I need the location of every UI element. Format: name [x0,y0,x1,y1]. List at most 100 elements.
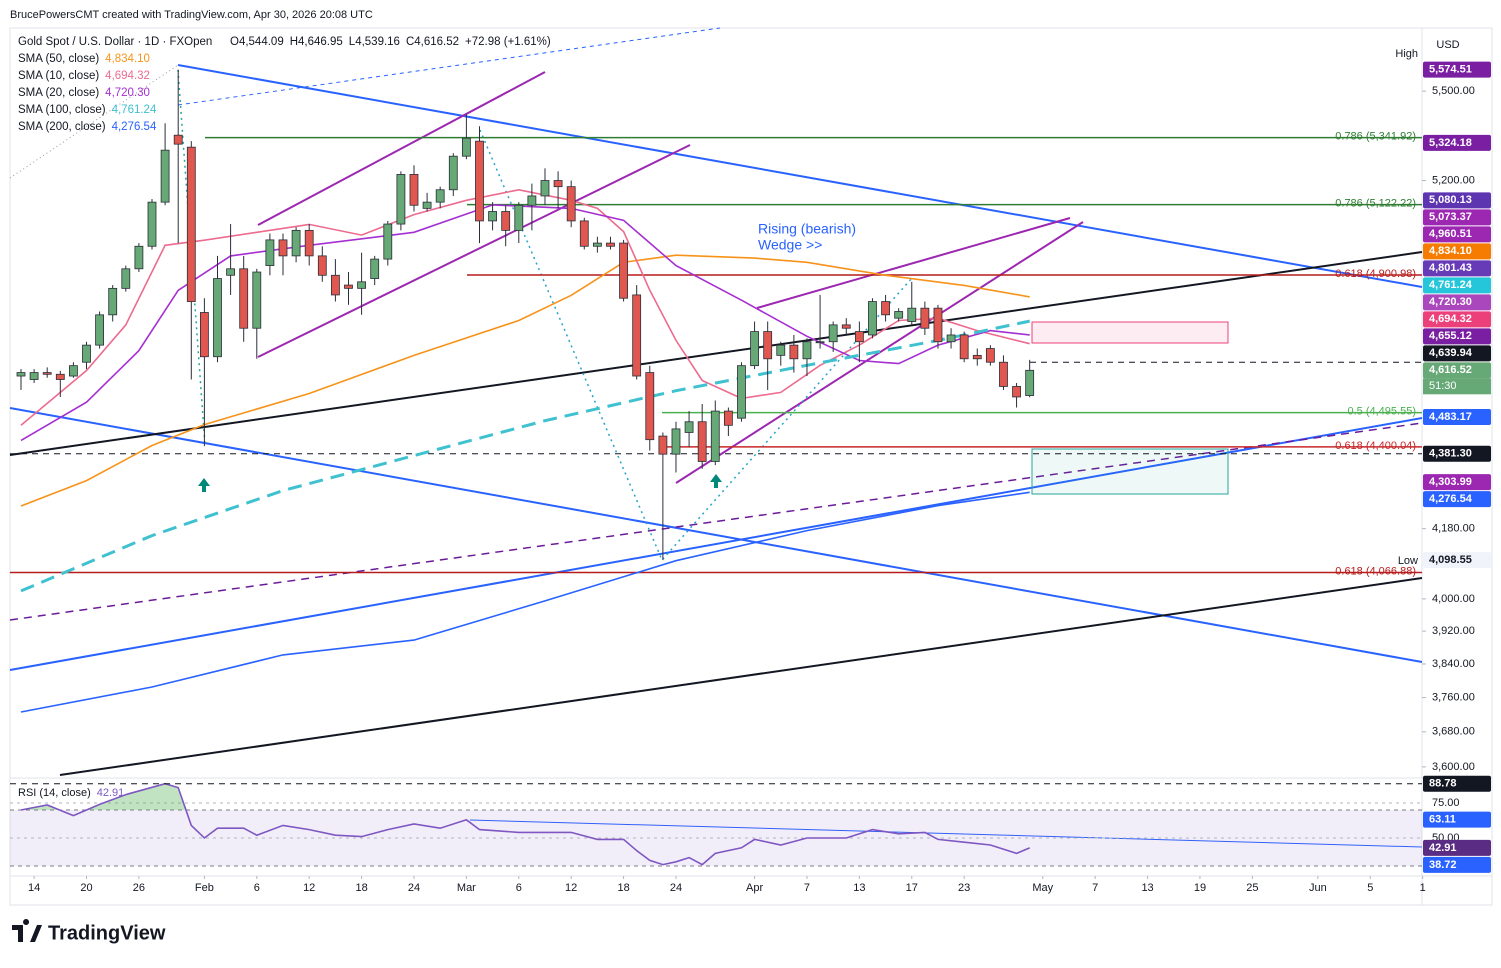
price-badge [1423,61,1491,78]
x-tick-label: 5 [1367,882,1373,894]
price-badge [1423,192,1491,209]
x-tick-label: 18 [617,882,629,894]
x-tick-label: 20 [80,882,92,894]
candle-body [69,365,78,377]
rsi-badge [1423,839,1491,856]
fib-label: 0.786 (5,122.22) [1335,197,1416,209]
candle-body [357,281,366,289]
candle-body [304,229,314,257]
legend: Gold Spot / U.S. Dollar · 1D · FXOpen O4… [18,36,551,133]
candle-body [776,344,786,356]
ohlc-value: C4,616.52 [406,36,459,48]
rsi-overbought-fill [21,783,1030,811]
ohlc-value: H4,646.95 [290,36,343,48]
price-badge-label: 4,801.43 [1429,262,1472,274]
sma-line [20,204,1030,442]
trendline [177,64,1423,288]
legend-value: 4,834.10 [105,53,150,65]
candle-body [894,311,904,319]
legend-name: SMA (10, close) [18,70,99,82]
candle-body [16,372,26,377]
candle-body [985,348,995,363]
candle-body [920,307,930,329]
candle-body [396,174,406,225]
rsi-badge-label: 63.11 [1429,814,1456,826]
x-tick-label: 26 [133,882,145,894]
candle-body [737,365,746,419]
y-tick-label: 3,600.00 [1432,761,1475,773]
candle-body [82,344,91,363]
price-badge-label: 4,655.12 [1429,330,1472,342]
price-badge [1423,243,1491,260]
legend-name: SMA (200, close) [18,121,106,133]
price-badge [1423,277,1491,294]
logo: TradingView [12,919,166,944]
candle-body [907,307,917,322]
candle-body [147,201,157,247]
trendline [9,407,1423,663]
candle-body [370,258,380,279]
price-badge-label: 4,694.32 [1429,313,1472,325]
price-badge [1423,345,1491,362]
candle-body [226,268,235,276]
candle-body [868,301,877,336]
candle-body [42,372,52,375]
brand: TradingView [48,922,166,944]
rsi-legend-name: RSI (14, close) [18,787,91,799]
price-badge-label: 4,960.51 [1429,228,1472,240]
x-tick-label: 12 [303,882,315,894]
candle-body [173,134,183,145]
candle-body [134,245,144,270]
wedge-line [756,217,1071,309]
legend-name: SMA (20, close) [18,87,99,99]
x-tick-label: 13 [853,882,865,894]
candle-body [946,334,956,343]
x-tick-label: 18 [355,882,367,894]
price-badge-label: 4,276.54 [1429,493,1473,505]
candle-body [710,410,720,462]
price-badge [1423,226,1491,243]
resistance-box [1031,321,1229,344]
candle-body [461,137,471,157]
price-badge [1423,209,1491,226]
x-tick-label: Mar [457,882,476,894]
candle-body [789,344,799,360]
annotation: Wedge >> [758,237,822,253]
price-badge [1423,260,1491,277]
price-badge-label: 4,303.99 [1429,476,1472,488]
x-tick-label: May [1032,882,1053,894]
y-tick-label: 3,760.00 [1432,691,1475,703]
rsi-tick-label: 75.00 [1432,797,1460,809]
channel-line [257,71,546,226]
candle-body [815,341,825,344]
price-badge-label: 4,483.17 [1429,411,1472,423]
low-label: Low [1398,555,1418,567]
candle-body [697,421,707,462]
price-badge [1423,311,1491,328]
price-badge-label: 4,761.24 [1429,279,1473,291]
candle-body [501,211,511,231]
x-tick-label: 23 [958,882,970,894]
candle-body [606,242,615,247]
trendline [59,577,1423,776]
ohlc-value: +72.98 (+1.61%) [465,36,551,48]
candle-body [55,373,65,380]
x-tick-label: 13 [1141,882,1153,894]
price-badge-label: 4,639.94 [1429,347,1473,359]
candle-body [763,331,773,360]
support-box [1031,448,1229,495]
price-badge-label: 5,080.13 [1429,194,1472,206]
candle-body [553,180,563,188]
countdown-badge [1423,378,1491,395]
candle-body [881,301,890,316]
rsi-badge-label: 88.78 [1429,778,1457,790]
price-badge-label: 4,834.10 [1429,245,1472,257]
attribution: BrucePowersCMT created with TradingView.… [10,9,373,21]
legend-name: SMA (50, close) [18,53,99,65]
candle-body [1025,369,1035,396]
candle-body [422,201,432,209]
candle-body [959,334,969,360]
y-tick-label: 3,680.00 [1432,726,1475,738]
candle-body [186,146,196,302]
